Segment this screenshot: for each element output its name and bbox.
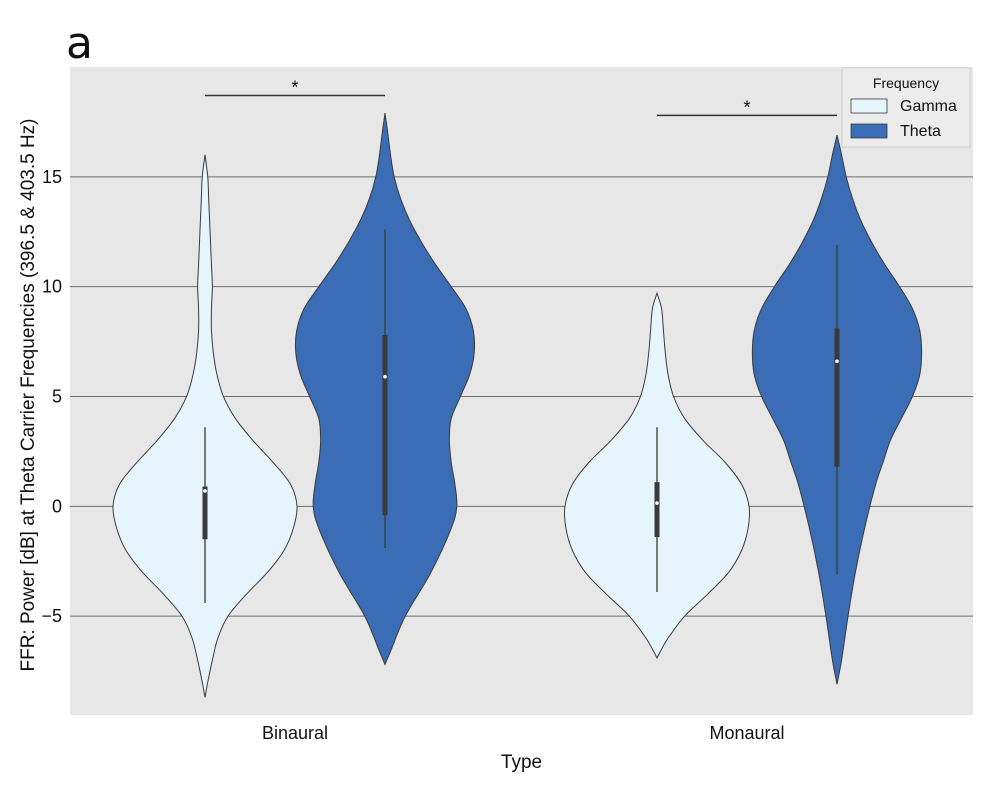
y-tick-label: 5 — [52, 386, 62, 406]
y-tick-labels: −5 0 5 10 15 — [41, 167, 62, 626]
legend-label-gamma: Gamma — [900, 98, 957, 115]
significance-annotations: ** — [205, 78, 837, 117]
iqr-box-gamma-monaural — [654, 482, 660, 538]
y-tick-label: 10 — [42, 277, 62, 297]
y-axis-title: FFR: Power [dB] at Theta Carrier Frequen… — [18, 119, 39, 672]
legend-title: Frequency — [873, 75, 939, 91]
legend-swatch-gamma — [850, 98, 888, 114]
iqr-box-gamma-binaural — [202, 486, 208, 540]
median-dot-theta-monaural — [835, 359, 839, 364]
violins — [112, 113, 923, 698]
significance-star: * — [743, 97, 750, 117]
legend-swatch-theta — [850, 123, 888, 139]
iqr-box-theta-monaural — [834, 328, 840, 467]
x-tick-label: Monaural — [709, 723, 784, 743]
x-tick-labels: Binaural Monaural — [262, 723, 785, 743]
median-dot-gamma-binaural — [203, 489, 207, 493]
iqr-box-theta-binaural — [382, 334, 388, 516]
x-tick-label: Binaural — [262, 723, 328, 743]
y-tick-label: −5 — [41, 606, 62, 626]
median-dot-theta-binaural — [383, 374, 387, 379]
violin-gamma-binaural — [112, 154, 298, 698]
legend: Frequency Gamma Theta — [841, 67, 971, 148]
y-tick-label: 0 — [52, 496, 62, 516]
median-dot-gamma-monaural — [655, 501, 659, 505]
y-tick-label: 15 — [42, 167, 62, 187]
x-axis-title: Type — [501, 752, 542, 773]
panel-label: a — [66, 18, 93, 69]
significance-star: * — [291, 78, 298, 98]
legend-label-theta: Theta — [900, 123, 941, 140]
